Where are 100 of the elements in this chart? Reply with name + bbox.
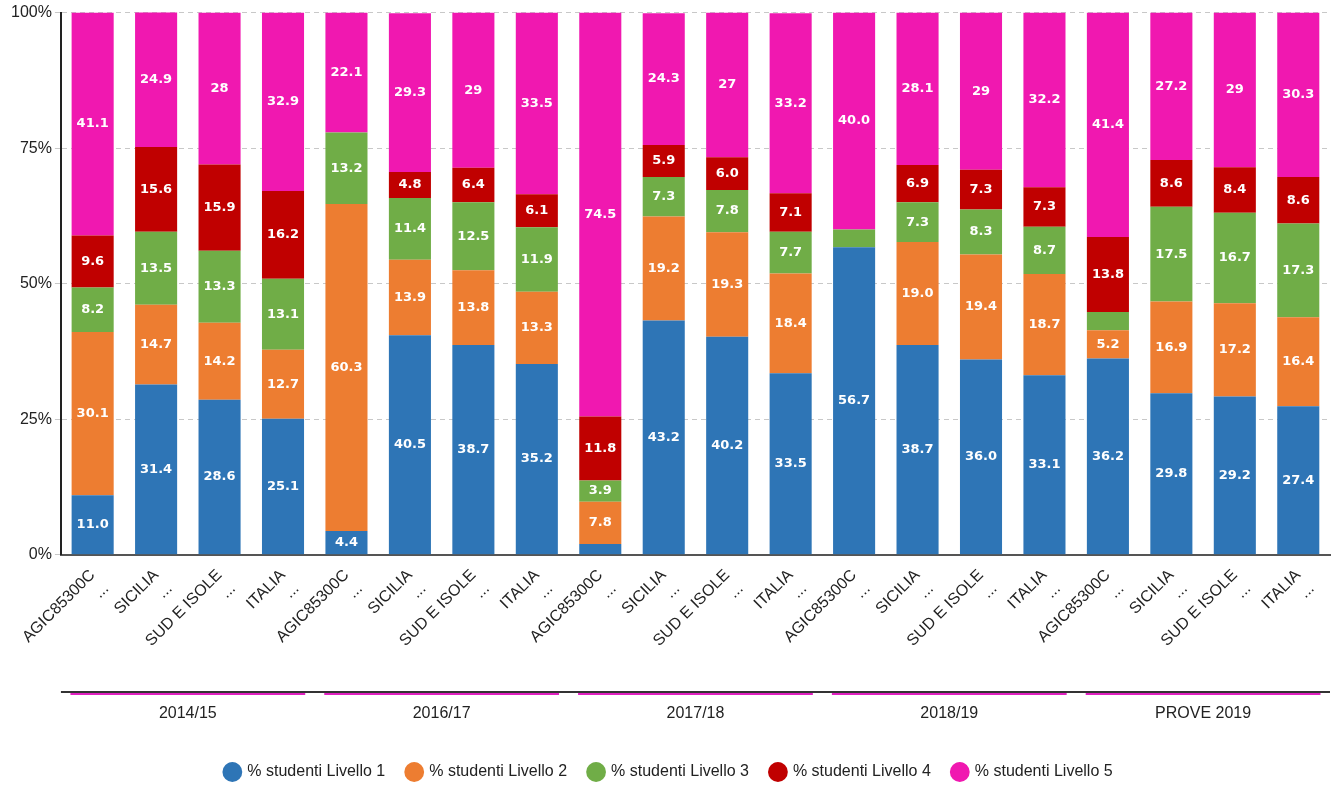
- data-label: 27.4: [1282, 471, 1315, 487]
- data-label: 7.3: [969, 181, 993, 196]
- data-label: 7.8: [588, 514, 612, 530]
- data-label: 36.0: [964, 448, 998, 464]
- data-label: 27: [718, 76, 737, 92]
- bar: [1150, 301, 1193, 394]
- bar: [452, 202, 495, 271]
- data-label: 33.1: [1028, 456, 1061, 472]
- bar: [1213, 12, 1256, 168]
- bar: [769, 373, 812, 555]
- data-label: 40.5: [393, 436, 426, 452]
- bar: [579, 416, 622, 481]
- data-label: 38.7: [901, 441, 934, 457]
- bar: [769, 13, 812, 194]
- data-label: 30.1: [76, 404, 109, 420]
- y-tick-label: 75%: [19, 138, 52, 156]
- data-label: 29.3: [393, 83, 426, 99]
- data-label: 16.9: [1155, 338, 1188, 354]
- data-label: 14.2: [203, 352, 236, 368]
- data-label: 16.7: [1218, 249, 1251, 265]
- bar: [959, 209, 1003, 255]
- bar: [1150, 12, 1193, 161]
- bar: [1086, 358, 1129, 555]
- bar: [388, 335, 431, 555]
- text: PROVE 2019: [1155, 704, 1252, 722]
- bar: [261, 12, 305, 191]
- bar: [261, 190, 305, 279]
- bar: [388, 198, 431, 260]
- data-label: 19.2: [647, 259, 680, 275]
- data-label: 6.9: [906, 175, 930, 191]
- data-label: 36.2: [1091, 447, 1124, 463]
- data-label: 31.4: [140, 460, 173, 476]
- data-label: 28.6: [203, 468, 236, 484]
- bar: [706, 189, 749, 233]
- data-label: 32.2: [1028, 91, 1061, 107]
- data-label: 11.8: [584, 439, 617, 455]
- data-label: 9.6: [81, 252, 105, 268]
- data-label: 8.6: [1159, 174, 1183, 190]
- data-label: 3.9: [588, 482, 612, 498]
- bar: [706, 12, 749, 158]
- legend-label: % studenti Livello 3: [611, 762, 750, 780]
- data-label: 7.1: [779, 203, 803, 219]
- bar: [515, 12, 558, 195]
- data-label: 4.4: [334, 534, 358, 549]
- bar: [388, 259, 431, 336]
- bar: [1023, 375, 1066, 555]
- bar: [896, 164, 939, 203]
- bar: [959, 12, 1003, 170]
- legend-label: % studenti Livello 4: [792, 762, 931, 780]
- bar: [642, 176, 685, 217]
- data-label: 5.2: [1096, 335, 1120, 351]
- data-label: 43.2: [647, 428, 680, 444]
- bar: [1277, 176, 1320, 224]
- text: 2017/18: [666, 704, 725, 722]
- data-label: 13.8: [457, 298, 490, 314]
- bar: [1277, 317, 1320, 407]
- text: 2018/19: [920, 704, 979, 722]
- data-label: 13.1: [266, 305, 300, 321]
- data-label: 8.4: [1223, 181, 1247, 197]
- bar: [1277, 12, 1320, 177]
- bar: [1213, 303, 1256, 397]
- data-label: 7.3: [1032, 198, 1056, 214]
- data-label: 19.4: [964, 298, 998, 314]
- bar: [1023, 226, 1066, 274]
- data-label: 17.5: [1155, 245, 1188, 261]
- bar: [769, 273, 812, 374]
- bar: [198, 250, 241, 323]
- bar: [769, 231, 812, 274]
- data-label: 13.9: [393, 288, 426, 304]
- bar: [71, 235, 114, 288]
- data-label: 16.2: [266, 226, 300, 242]
- bar: [261, 278, 305, 350]
- data-label: 16.4: [1282, 353, 1315, 369]
- data-label: 38.7: [457, 441, 490, 457]
- data-label: 13.3: [520, 319, 553, 335]
- data-label: 40.2: [711, 436, 744, 452]
- bar: [1213, 396, 1256, 555]
- bar: [135, 304, 178, 385]
- data-label: 8.7: [1032, 241, 1056, 257]
- bar: [1150, 393, 1193, 555]
- bar: [896, 12, 939, 165]
- data-label: 60.3: [330, 358, 363, 374]
- bar: [959, 359, 1003, 555]
- data-label: 7.3: [652, 188, 676, 204]
- data-label: 7.8: [715, 202, 739, 218]
- bar: [833, 229, 876, 248]
- data-label: 13.3: [203, 278, 236, 294]
- data-label: 30.3: [1282, 86, 1315, 102]
- data-label: 8.3: [969, 223, 993, 239]
- bar: [515, 291, 558, 364]
- legend-label: % studenti Livello 2: [429, 762, 568, 780]
- bar: [515, 363, 558, 555]
- bar: [71, 331, 114, 496]
- data-label: 17.3: [1282, 261, 1315, 277]
- bar: [896, 241, 939, 345]
- data-label: 11.4: [393, 220, 426, 236]
- data-label: 12.5: [457, 227, 490, 243]
- bar: [325, 12, 368, 133]
- y-tick-label: 0%: [28, 545, 52, 563]
- data-label: 4.8: [398, 176, 422, 192]
